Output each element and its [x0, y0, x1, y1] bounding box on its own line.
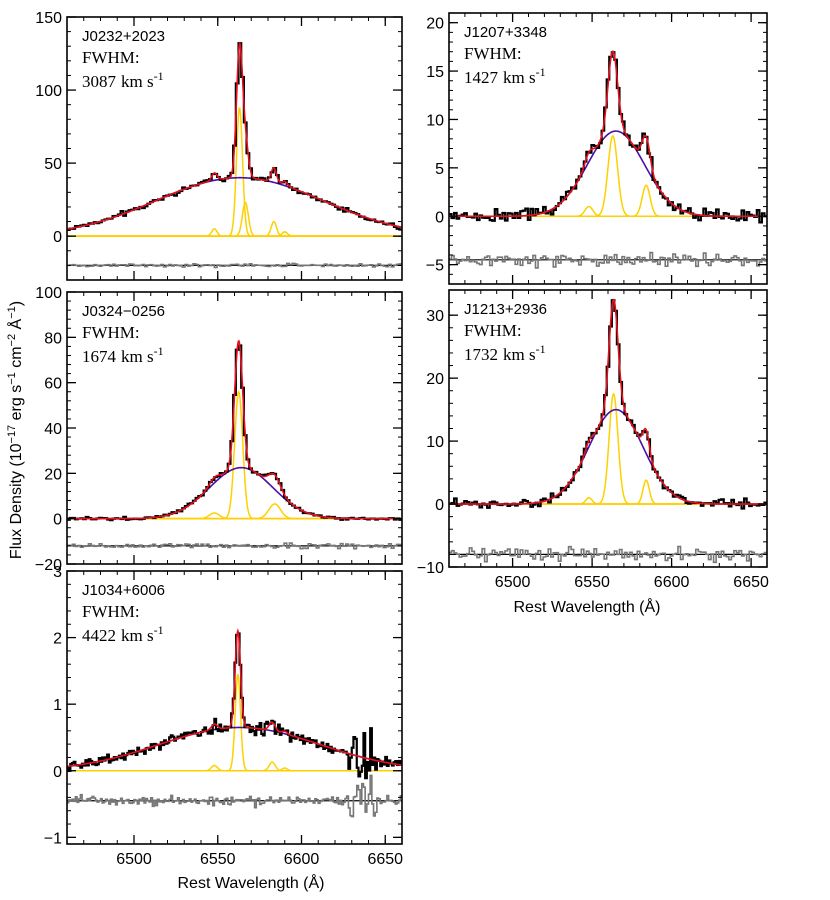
fwhm-label: FWHM:: [82, 48, 140, 67]
y-tick-label: 20: [44, 466, 62, 483]
panel-j1207: −5 0 5 10 15 20 J1207+3348 FWHM: 1427 km s-1: [426, 12, 768, 285]
fwhm-number: 1732: [464, 345, 498, 364]
fwhm-value: 1674 km s-1: [82, 344, 164, 366]
residual-spectrum: [67, 542, 402, 550]
y-tick-label: −10: [417, 560, 444, 577]
y-tick-label: 2: [53, 631, 62, 648]
panel-curves: [67, 339, 402, 550]
panel-curves: [449, 298, 767, 564]
panel-ticks: −10 0 10 20 30 6500 6550 6600 6650: [417, 289, 769, 591]
y-tick-label: 30: [426, 308, 444, 325]
fwhm-unit: km s: [503, 345, 536, 364]
fwhm-unit: km s: [121, 347, 154, 366]
y-tick-label: 10: [426, 434, 444, 451]
object-name: J1213+2936: [464, 301, 547, 318]
panel-j1213: −10 0 10 20 30 6500 6550 6600 6650 J1213+2936 FW…: [417, 289, 769, 591]
x-tick-label: 6550: [574, 574, 610, 591]
y-tick-label: 0: [435, 497, 444, 514]
panel-ticks: −1 0 1 2 3 6500 6550 6600 6650: [44, 564, 403, 868]
y-tick-label: −1: [44, 830, 62, 847]
y-axis-label: Flux Density (10−17 erg s−1 cm−2 Å−1): [6, 301, 25, 559]
y-tick-label: 0: [53, 229, 62, 246]
total-fit: [67, 41, 402, 230]
y-tick-label: 50: [44, 156, 62, 173]
x-tick-label: 6550: [200, 851, 236, 868]
y-tick-label: 60: [44, 376, 62, 393]
residual-spectrum: [449, 545, 767, 564]
fwhm-number: 3087: [82, 72, 117, 91]
fwhm-unit-exponent: -1: [154, 623, 164, 637]
residual-spectrum: [449, 251, 767, 269]
narrow-component-3: [67, 767, 402, 772]
panel-curves: [67, 41, 402, 269]
panel-j0232: 0 50 100 150 J0232+2023 FWHM: 3087 km s-1: [35, 10, 403, 281]
residual-spectrum: [67, 262, 402, 269]
x-tick-label: 6600: [654, 574, 690, 591]
fwhm-unit: km s: [121, 72, 154, 91]
y-tick-label: 20: [426, 371, 444, 388]
y-tick-label: −20: [35, 557, 62, 574]
y-tick-label: 80: [44, 330, 62, 347]
total-fit: [449, 298, 767, 505]
fwhm-number: 4422: [82, 626, 116, 645]
panel-ticks: 0 50 100 150: [35, 10, 403, 281]
y-tick-label: 150: [35, 10, 62, 27]
fwhm-value: 1427 km s-1: [464, 65, 546, 87]
fwhm-label: FWHM:: [464, 321, 522, 340]
fwhm-number: 1674: [82, 347, 117, 366]
y-tick-label: 1: [53, 697, 62, 714]
y-tick-label: 0: [435, 209, 444, 226]
y-tick-label: 20: [426, 16, 444, 33]
x-axis-label-right: Rest Wavelength (Å): [513, 597, 660, 616]
panel-ticks: −20 0 20 40 60 80 100: [35, 285, 403, 574]
total-fit: [67, 339, 402, 520]
fwhm-value: 3087 km s-1: [82, 69, 164, 91]
narrow-component-4: [67, 231, 402, 237]
y-tick-label: 5: [435, 161, 444, 178]
fwhm-value: 4422 km s-1: [82, 623, 164, 645]
object-name: J0232+2023: [82, 28, 165, 45]
y-tick-label: 15: [426, 64, 444, 81]
y-tick-label: 0: [53, 512, 62, 529]
x-axis-label-left: Rest Wavelength (Å): [177, 873, 324, 892]
fwhm-unit-exponent: -1: [154, 69, 164, 83]
fwhm-unit-exponent: -1: [536, 65, 546, 79]
y-tick-label: 100: [35, 285, 62, 302]
panel-curves: [67, 628, 402, 818]
x-tick-label: 6500: [116, 851, 152, 868]
y-tick-label: 10: [426, 112, 444, 129]
x-tick-label: 6500: [495, 574, 531, 591]
fwhm-label: FWHM:: [82, 323, 140, 342]
fwhm-unit: km s: [503, 68, 536, 87]
fwhm-unit-exponent: -1: [536, 342, 546, 356]
panel-ticks: −5 0 5 10 15 20: [426, 12, 768, 285]
fwhm-label: FWHM:: [82, 602, 140, 621]
y-tick-label: 3: [53, 564, 62, 581]
x-tick-label: 6650: [733, 574, 769, 591]
total-fit: [67, 628, 402, 768]
panel-curves: [449, 50, 767, 269]
y-tick-label: 0: [53, 764, 62, 781]
x-tick-label: 6600: [284, 851, 320, 868]
fwhm-unit: km s: [121, 626, 154, 645]
object-name: J1207+3348: [464, 24, 547, 41]
object-name: J0324−0256: [82, 303, 165, 320]
y-tick-label: −5: [426, 258, 444, 275]
fwhm-label: FWHM:: [464, 44, 522, 63]
y-tick-label: 40: [44, 421, 62, 438]
object-name: J1034+6006: [82, 582, 165, 599]
fwhm-unit-exponent: -1: [154, 344, 164, 358]
residual-spectrum: [67, 774, 402, 818]
panel-j0324: −20 0 20 40 60 80 100 J0324−0256 FWHM: 1674 km …: [35, 285, 403, 574]
fwhm-value: 1732 km s-1: [464, 342, 546, 364]
fwhm-number: 1427: [464, 68, 499, 87]
x-tick-label: 6650: [367, 851, 403, 868]
y-tick-label: 100: [35, 83, 62, 100]
total-fit: [449, 50, 767, 218]
